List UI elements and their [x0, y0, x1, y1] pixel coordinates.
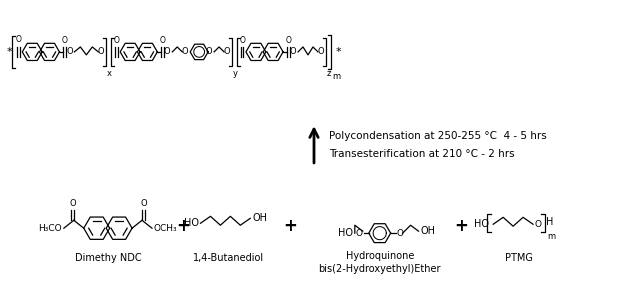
Text: H₃CO: H₃CO [38, 224, 62, 233]
Text: Hydroquinone
bis(2-Hydroxyethyl)Ether: Hydroquinone bis(2-Hydroxyethyl)Ether [318, 251, 441, 274]
Text: O: O [239, 36, 245, 45]
Text: O: O [69, 199, 75, 208]
Text: m: m [332, 72, 340, 81]
Text: O: O [160, 36, 166, 45]
Text: Dimethy NDC: Dimethy NDC [75, 253, 141, 263]
Text: *: * [6, 47, 12, 57]
Text: *: * [336, 47, 342, 57]
Text: O: O [66, 47, 73, 56]
Text: O: O [224, 47, 230, 56]
Text: O: O [206, 47, 212, 56]
Text: O: O [114, 36, 119, 45]
Text: +: + [176, 217, 190, 235]
Text: OCH₃: OCH₃ [154, 224, 178, 233]
Text: O: O [164, 47, 171, 56]
Text: O: O [534, 220, 541, 229]
Text: +: + [283, 217, 297, 235]
Text: O: O [285, 36, 291, 45]
Text: O: O [98, 47, 105, 56]
Text: m: m [547, 232, 555, 241]
Text: HO: HO [338, 228, 353, 238]
Text: O: O [15, 35, 21, 44]
Text: OH: OH [421, 226, 436, 236]
Text: 1,4-Butanediol: 1,4-Butanediol [193, 253, 264, 263]
Text: Polycondensation at 250-255 °C  4 - 5 hrs: Polycondensation at 250-255 °C 4 - 5 hrs [329, 131, 547, 141]
Text: HO: HO [183, 218, 198, 228]
Text: O: O [397, 229, 404, 238]
Text: H: H [546, 217, 553, 227]
Text: O: O [140, 199, 147, 208]
Text: Transesterification at 210 °C - 2 hrs: Transesterification at 210 °C - 2 hrs [329, 149, 514, 159]
Text: PTMG: PTMG [505, 253, 533, 263]
Text: O: O [356, 229, 363, 238]
Text: O: O [182, 47, 188, 56]
Text: OH: OH [252, 213, 268, 223]
Text: HO: HO [474, 219, 489, 229]
Text: y: y [233, 69, 238, 78]
Text: +: + [455, 217, 468, 235]
Text: x: x [107, 69, 112, 78]
Text: z: z [327, 69, 332, 78]
Text: O: O [62, 36, 68, 45]
Text: O: O [290, 47, 296, 56]
Text: O: O [318, 47, 324, 56]
